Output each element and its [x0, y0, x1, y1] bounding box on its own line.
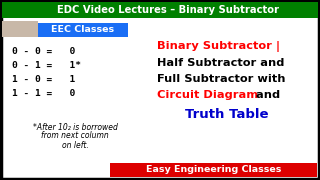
Text: and: and [252, 90, 280, 100]
Text: Truth Table: Truth Table [185, 107, 269, 120]
FancyBboxPatch shape [2, 2, 318, 18]
Text: *After 10₂ is borrowed: *After 10₂ is borrowed [33, 123, 117, 132]
Text: EEC Classes: EEC Classes [52, 26, 115, 35]
Text: 0 - 1 =   1*: 0 - 1 = 1* [12, 62, 81, 71]
Text: 1 - 1 =   0: 1 - 1 = 0 [12, 89, 75, 98]
Text: Easy Engineering Classes: Easy Engineering Classes [146, 165, 281, 174]
Text: Half Subtractor and: Half Subtractor and [157, 58, 284, 68]
Text: from next column: from next column [41, 132, 109, 141]
FancyBboxPatch shape [110, 163, 317, 177]
Text: on left.: on left. [62, 141, 88, 150]
Text: 1 - 0 =   1: 1 - 0 = 1 [12, 75, 75, 84]
Text: Circuit Diagram: Circuit Diagram [157, 90, 258, 100]
Text: Binary Subtractor |: Binary Subtractor | [157, 42, 280, 53]
FancyBboxPatch shape [2, 21, 38, 37]
Text: 0 - 0 =   0: 0 - 0 = 0 [12, 48, 75, 57]
Text: Full Subtractor with: Full Subtractor with [157, 74, 285, 84]
Text: EDC Video Lectures – Binary Subtractor: EDC Video Lectures – Binary Subtractor [57, 5, 279, 15]
FancyBboxPatch shape [38, 23, 128, 37]
